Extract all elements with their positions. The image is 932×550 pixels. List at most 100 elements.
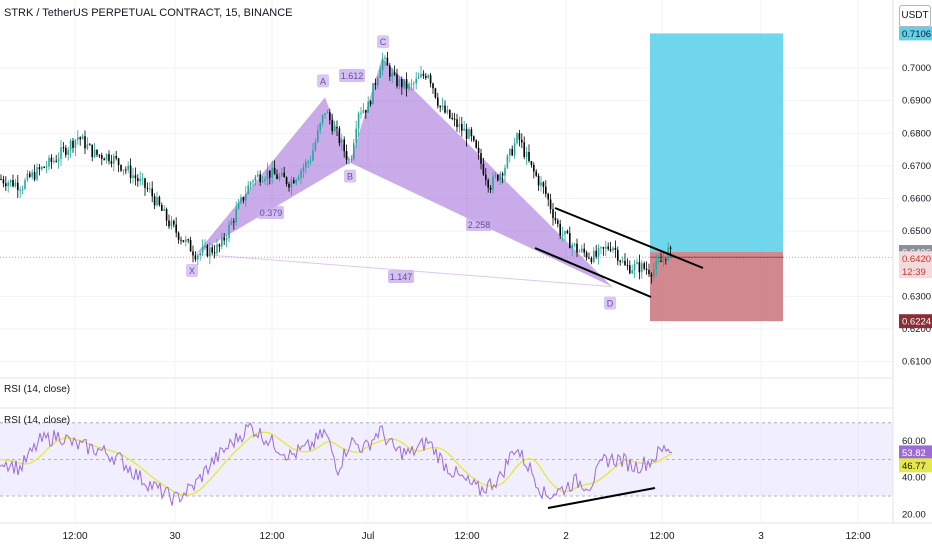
candles: [0, 51, 672, 284]
candle-up: [333, 127, 336, 132]
candle-down: [437, 97, 439, 106]
pattern-point-b: B: [344, 169, 356, 183]
candle-up: [561, 234, 564, 236]
candle-up: [201, 247, 204, 253]
candle-up: [324, 113, 326, 115]
pattern-point-b-text: B: [347, 172, 353, 182]
candle-down: [223, 237, 225, 241]
candle-down: [456, 119, 458, 128]
candle-down: [338, 128, 341, 144]
countdown-tag: 12:39: [899, 264, 932, 279]
target-price-tag-text: 0.7106: [902, 29, 931, 40]
pattern-point-a-bg: [317, 74, 329, 88]
time-tick: 12:00: [845, 531, 870, 542]
candle-down: [2, 179, 5, 184]
candle-up: [36, 167, 38, 180]
stop-price-tag: 0.6224: [899, 314, 932, 329]
candle-down: [475, 140, 477, 148]
time-tick: 30: [169, 531, 181, 542]
candle-down: [432, 83, 434, 89]
candle-up: [525, 151, 528, 157]
candle-down: [595, 250, 597, 257]
candle-down: [288, 184, 290, 188]
candle-down: [79, 137, 81, 140]
candle-up: [235, 208, 237, 223]
candle-up: [357, 113, 360, 129]
candle-up: [597, 248, 600, 257]
candle-up: [633, 263, 636, 271]
candle-up: [24, 180, 26, 189]
candle-down: [33, 172, 36, 180]
candle-down: [50, 157, 53, 163]
candle-up: [415, 78, 417, 84]
candle-up: [446, 109, 449, 113]
candle-down: [293, 180, 295, 184]
rsi-value-tag-text: 53.82: [902, 448, 926, 459]
candle-down: [331, 120, 333, 132]
candle-up: [353, 143, 355, 159]
candle-up: [463, 128, 465, 131]
candle-up: [384, 57, 386, 59]
candle-down: [213, 252, 216, 254]
candle-down: [134, 175, 137, 179]
candle-up: [26, 173, 29, 181]
candle-down: [117, 158, 120, 165]
candle-down: [501, 173, 504, 176]
candle-up: [77, 137, 79, 140]
candle-up: [312, 150, 314, 161]
candle-up: [413, 83, 415, 85]
candle-up: [300, 170, 302, 178]
candle-down: [158, 197, 161, 206]
candle-down: [489, 187, 492, 190]
candle-down: [588, 257, 590, 259]
candle-up: [408, 83, 410, 89]
candle-up: [410, 83, 413, 85]
candle-up: [252, 181, 254, 183]
rsi-value-tag: 53.82: [899, 445, 932, 460]
candle-down: [62, 147, 65, 149]
candle-up: [156, 197, 158, 206]
candle-up: [391, 72, 393, 77]
time-tick: 12:00: [62, 531, 87, 542]
candle-down: [444, 105, 446, 113]
candle-up: [307, 161, 309, 163]
candle-down: [542, 182, 545, 187]
candle-down: [643, 263, 645, 269]
candle-up: [504, 167, 506, 176]
candle-up: [228, 224, 230, 239]
candle-down: [650, 274, 653, 277]
candle-down: [609, 249, 612, 251]
candle-down: [585, 252, 588, 258]
candle-down: [545, 186, 547, 195]
candle-down: [0, 178, 2, 180]
candle-down: [629, 265, 631, 274]
candle-down: [65, 147, 67, 155]
time-tick: 3: [758, 531, 764, 542]
candle-down: [101, 155, 103, 159]
candle-down: [521, 139, 523, 143]
candle-up: [377, 77, 379, 85]
rsi-tick: 20.00: [902, 509, 926, 520]
candle-up: [348, 159, 350, 161]
ratio-xb-text: 0.379: [260, 208, 283, 218]
candle-down: [98, 154, 101, 156]
currency-button[interactable]: USDT: [899, 5, 931, 27]
stop-price-tag-text: 0.6224: [902, 317, 931, 328]
candle-up: [240, 197, 242, 203]
candle-down: [285, 177, 288, 185]
candle-up: [398, 79, 401, 87]
candle-down: [182, 240, 185, 242]
candle-up: [237, 202, 240, 209]
ratio-xd: 1.147: [388, 270, 414, 283]
candle-down: [336, 127, 338, 129]
candle-up: [225, 238, 228, 241]
candle-up: [506, 155, 509, 168]
candle-up: [612, 247, 614, 251]
candle-down: [465, 128, 468, 139]
candle-up: [305, 161, 307, 168]
candle-down: [329, 112, 331, 121]
candle-up: [593, 250, 595, 263]
pattern-point-c: C: [377, 35, 389, 49]
candle-down: [242, 197, 245, 201]
